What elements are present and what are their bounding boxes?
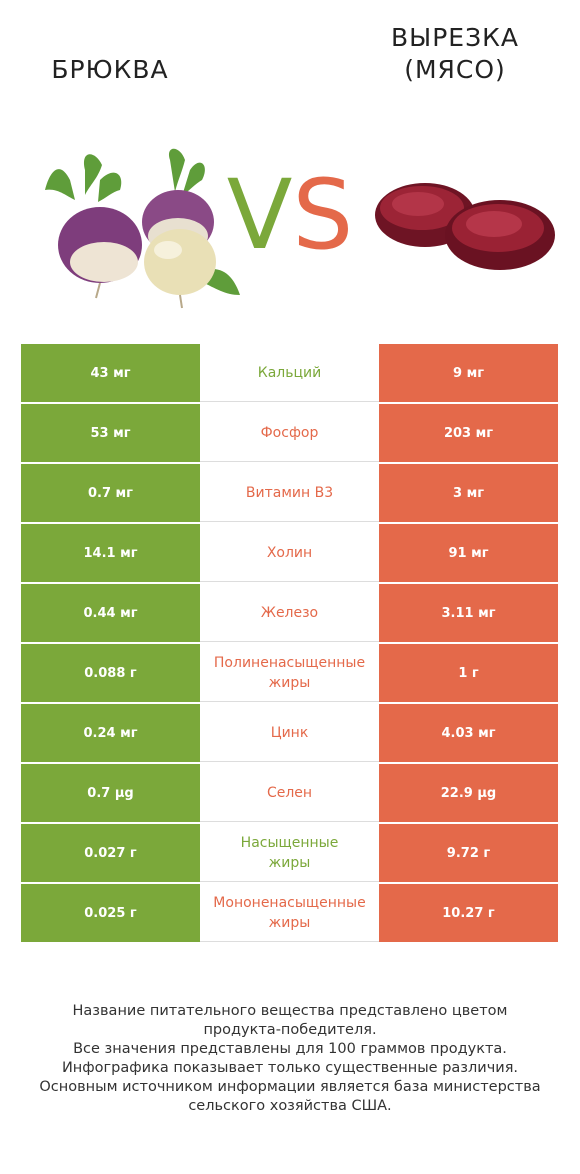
table-row: 43 мг Кальций 9 мг <box>21 344 558 402</box>
nutrient-name: Селен <box>200 764 379 822</box>
vs-letter-v: V <box>226 159 293 271</box>
nutrient-name: Кальций <box>200 344 379 402</box>
nutrient-name: Насыщенные жиры <box>200 824 379 882</box>
right-value: 9 мг <box>379 344 558 402</box>
table-row: 0.44 мг Железо 3.11 мг <box>21 584 558 642</box>
left-product-title: БРЮКВА <box>20 54 200 86</box>
nutrient-name: Железо <box>200 584 379 642</box>
right-product-title-line1: ВЫРЕЗКА <box>391 23 519 52</box>
table-row: 0.7 µg Селен 22.9 µg <box>21 764 558 822</box>
left-product-title-text: БРЮКВА <box>51 55 169 84</box>
right-value: 10.27 г <box>379 884 558 942</box>
table-row: 0.025 г Мононенасыщенные жиры 10.27 г <box>21 884 558 942</box>
table-row: 53 мг Фосфор 203 мг <box>21 404 558 462</box>
right-value: 22.9 µg <box>379 764 558 822</box>
nutrient-name: Холин <box>200 524 379 582</box>
vs-label: VS <box>220 160 360 270</box>
footer-line-4: Инфографика показывает только существенн… <box>61 1060 519 1076</box>
nutrient-comparison-table: 43 мг Кальций 9 мг 53 мг Фосфор 203 мг 0.7 мг В… <box>21 344 558 944</box>
table-row: 0.24 мг Цинк 4.03 мг <box>21 704 558 762</box>
left-value: 14.1 мг <box>21 524 200 582</box>
nutrient-name: Цинк <box>200 704 379 762</box>
right-product-title-line2: (МЯСО) <box>404 55 506 84</box>
right-value: 91 мг <box>379 524 558 582</box>
left-value: 0.025 г <box>21 884 200 942</box>
right-value: 9.72 г <box>379 824 558 882</box>
footer-line-3: Все значения представлены для 100 граммо… <box>73 1041 507 1057</box>
right-value: 3 мг <box>379 464 558 522</box>
footer-line-1: Название питательного вещества представл… <box>72 1003 508 1019</box>
nutrient-name: Мононенасыщенные жиры <box>200 884 379 942</box>
right-value: 3.11 мг <box>379 584 558 642</box>
table-row: 0.7 мг Витамин B3 3 мг <box>21 464 558 522</box>
right-value: 1 г <box>379 644 558 702</box>
left-value: 0.027 г <box>21 824 200 882</box>
left-value: 0.44 мг <box>21 584 200 642</box>
nutrient-name: Фосфор <box>200 404 379 462</box>
footer-note: Название питательного вещества представл… <box>20 1002 560 1116</box>
table-row: 0.088 г Полиненасыщенные жиры 1 г <box>21 644 558 702</box>
left-value: 0.24 мг <box>21 704 200 762</box>
nutrient-name: Витамин B3 <box>200 464 379 522</box>
left-value: 0.088 г <box>21 644 200 702</box>
right-value: 203 мг <box>379 404 558 462</box>
left-value: 53 мг <box>21 404 200 462</box>
right-product-title: ВЫРЕЗКА (МЯСО) <box>365 22 545 86</box>
table-row: 14.1 мг Холин 91 мг <box>21 524 558 582</box>
table-row: 0.027 г Насыщенные жиры 9.72 г <box>21 824 558 882</box>
footer-line-5: Основным источником информации является … <box>39 1079 541 1095</box>
footer-line-2: продукта-победителя. <box>203 1022 377 1038</box>
footer-line-6: сельского хозяйства США. <box>188 1098 392 1114</box>
beef-tenderloin-illustration <box>375 183 555 270</box>
left-value: 0.7 µg <box>21 764 200 822</box>
vs-letter-s: S <box>292 159 354 271</box>
left-value: 43 мг <box>21 344 200 402</box>
right-value: 4.03 мг <box>379 704 558 762</box>
left-value: 0.7 мг <box>21 464 200 522</box>
rutabaga-illustration <box>45 148 240 309</box>
nutrient-name: Полиненасыщенные жиры <box>200 644 379 702</box>
